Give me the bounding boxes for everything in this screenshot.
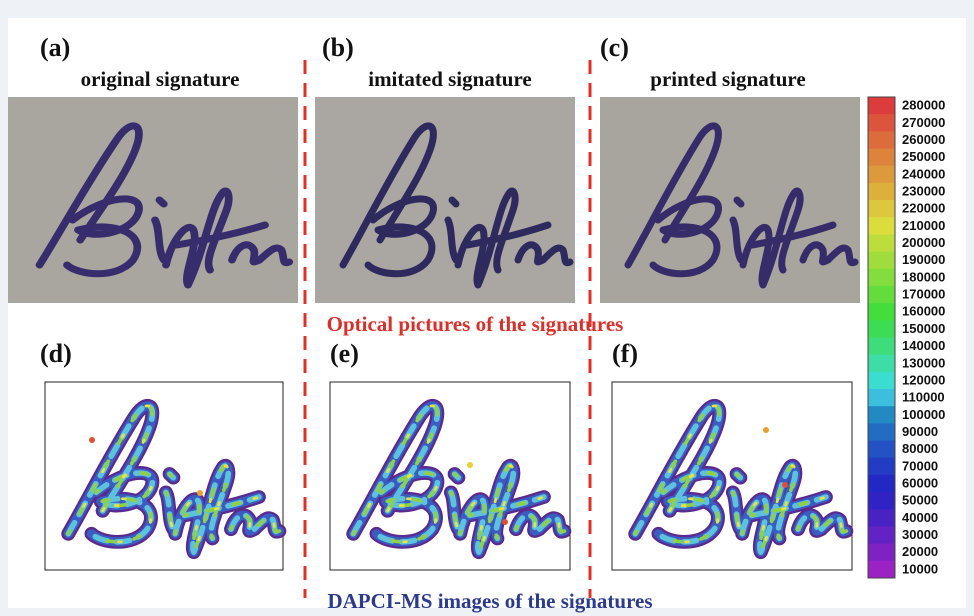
row-caption: DAPCI-MS images of the signatures (327, 589, 652, 613)
colorbar-swatch (868, 544, 895, 562)
colorbar-swatch (868, 441, 895, 459)
row-caption: Optical pictures of the signatures (327, 312, 624, 336)
colorbar-swatch (868, 423, 895, 441)
colorbar-label: 240000 (902, 166, 945, 181)
panel-caption: original signature (81, 67, 240, 91)
ms-image (45, 382, 283, 570)
colorbar: 280000 270000 260000 250000 240000 230000 2200… (868, 97, 945, 579)
colorbar-swatch (868, 492, 895, 510)
colorbar-label: 280000 (902, 98, 945, 113)
photo (315, 97, 575, 303)
colorbar-label: 230000 (902, 183, 945, 198)
colorbar-label: 250000 (902, 149, 945, 164)
colorbar-label: 50000 (902, 493, 938, 508)
colorbar-swatch (868, 234, 895, 252)
colorbar-label: 220000 (902, 201, 945, 216)
colorbar-label: 270000 (902, 115, 945, 130)
colorbar-label: 90000 (902, 424, 938, 439)
colorbar-swatch (868, 475, 895, 493)
colorbar-swatch (868, 217, 895, 235)
colorbar-label: 60000 (902, 476, 938, 491)
panel-label: (f) (612, 339, 638, 368)
colorbar-swatch (868, 286, 895, 304)
panel-label: (b) (322, 33, 354, 62)
colorbar-label: 30000 (902, 527, 938, 542)
colorbar-swatch (868, 97, 895, 115)
panel-label: (c) (600, 33, 629, 62)
colorbar-swatch (868, 166, 895, 184)
colorbar-label: 100000 (902, 407, 945, 422)
colorbar-swatch (868, 338, 895, 356)
colorbar-label: 260000 (902, 132, 945, 147)
colorbar-label: 210000 (902, 218, 945, 233)
colorbar-swatch (868, 355, 895, 373)
ms-image (330, 382, 570, 570)
colorbar-swatch (868, 269, 895, 287)
colorbar-label: 150000 (902, 321, 945, 336)
colorbar-label: 200000 (902, 235, 945, 250)
colorbar-swatch (868, 320, 895, 338)
panel-caption: imitated signature (368, 67, 532, 91)
colorbar-label: 170000 (902, 287, 945, 302)
panel-label: (e) (330, 339, 359, 368)
colorbar-swatch (868, 303, 895, 321)
colorbar-swatch (868, 183, 895, 201)
colorbar-label: 140000 (902, 338, 945, 353)
colorbar-swatch (868, 372, 895, 390)
figure: (a) original signature (b) imitated sign… (0, 0, 974, 616)
photo (600, 97, 860, 303)
colorbar-swatch (868, 149, 895, 167)
panel-label: (d) (40, 339, 72, 368)
colorbar-swatch (868, 252, 895, 270)
colorbar-label: 40000 (902, 510, 938, 525)
colorbar-label: 20000 (902, 544, 938, 559)
colorbar-label: 130000 (902, 355, 945, 370)
colorbar-swatch (868, 561, 895, 579)
colorbar-label: 180000 (902, 269, 945, 284)
colorbar-label: 10000 (902, 561, 938, 576)
colorbar-label: 110000 (902, 390, 945, 405)
colorbar-swatch (868, 200, 895, 218)
panel-caption: printed signature (650, 67, 805, 91)
colorbar-swatch (868, 131, 895, 149)
panel-label: (a) (40, 33, 70, 62)
colorbar-swatch (868, 389, 895, 407)
colorbar-label: 70000 (902, 458, 938, 473)
colorbar-label: 120000 (902, 372, 945, 387)
colorbar-label: 190000 (902, 252, 945, 267)
colorbar-label: 80000 (902, 441, 938, 456)
colorbar-swatch (868, 406, 895, 424)
photo (8, 97, 298, 303)
ms-image (612, 382, 852, 570)
colorbar-swatch (868, 509, 895, 527)
colorbar-label: 160000 (902, 304, 945, 319)
colorbar-swatch (868, 114, 895, 132)
colorbar-swatch (868, 458, 895, 476)
colorbar-swatch (868, 526, 895, 544)
